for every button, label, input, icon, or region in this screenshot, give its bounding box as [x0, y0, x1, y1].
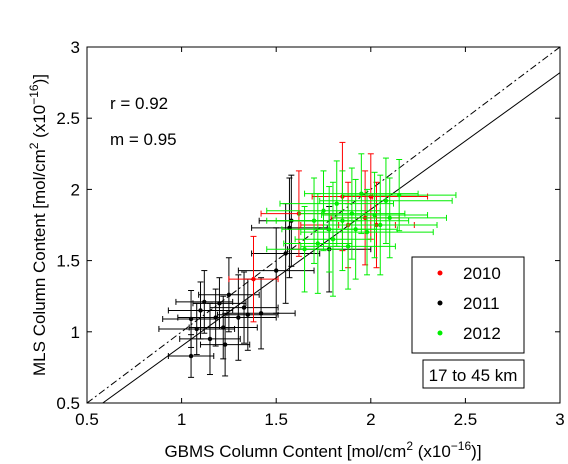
- data-point: [275, 170, 410, 272]
- series-2012: [266, 153, 457, 297]
- data-point: [313, 178, 398, 280]
- legend-label: 2010: [463, 264, 501, 283]
- data-point: [321, 171, 429, 259]
- data-point: [332, 177, 447, 259]
- legend-marker: [437, 270, 443, 276]
- data-marker: [283, 251, 288, 256]
- data-point: [179, 302, 241, 376]
- range-label-frame: [422, 359, 525, 389]
- data-point: [228, 235, 279, 323]
- legend-marker: [437, 330, 443, 336]
- data-marker: [188, 353, 194, 359]
- data-marker: [217, 301, 222, 306]
- axis-ticks: 0.5 1 1.5 2 2.5 3 0.5 1 1.5 2 2.5 3: [56, 38, 564, 429]
- data-point: [323, 174, 438, 276]
- data-marker: [241, 305, 247, 310]
- data-marker: [378, 222, 383, 228]
- data-marker: [302, 247, 307, 252]
- data-point: [200, 312, 251, 377]
- data-point: [319, 157, 453, 245]
- legend-item-2012: 2012: [437, 324, 501, 343]
- data-marker: [353, 227, 358, 232]
- data-marker: [396, 192, 402, 198]
- data-marker: [334, 201, 339, 206]
- data-marker: [372, 212, 377, 218]
- data-marker: [274, 268, 279, 273]
- data-marker: [207, 336, 213, 342]
- annotation-r: r = 0.92: [110, 94, 168, 113]
- legend-label: 2012: [463, 324, 501, 343]
- data-marker: [383, 198, 389, 203]
- annotation-m: m = 0.95: [110, 130, 177, 149]
- y-tick-label: 2.5: [56, 109, 80, 128]
- data-point: [251, 177, 328, 279]
- x-axis-label: GBMS Column Content [mol/cm2 (x10−16)]: [164, 439, 481, 461]
- legend-box: [411, 256, 525, 354]
- data-point: [300, 188, 434, 276]
- y-tick-label: 1: [71, 323, 80, 342]
- y-tick-label: 2: [71, 180, 80, 199]
- data-marker: [345, 244, 351, 249]
- range-label: 17 to 45 km: [429, 366, 518, 385]
- legend: 2010 2011 2012: [411, 256, 525, 354]
- data-point: [188, 295, 258, 360]
- data-point: [341, 158, 457, 232]
- data-point: [226, 277, 296, 350]
- data-marker: [330, 237, 336, 242]
- x-tick-label: 1.5: [264, 410, 288, 429]
- data-marker: [226, 292, 232, 297]
- data-marker: [251, 276, 256, 282]
- data-marker: [364, 229, 370, 235]
- data-marker: [258, 311, 264, 316]
- data-point: [237, 227, 315, 314]
- data-marker: [387, 215, 392, 221]
- data-point: [198, 257, 260, 333]
- data-marker: [321, 208, 326, 213]
- data-point: [298, 167, 406, 260]
- range-label-box: 17 to 45 km: [422, 359, 525, 389]
- data-marker: [236, 315, 241, 320]
- y-tick-label: 0.5: [56, 394, 80, 413]
- data-marker: [315, 241, 321, 246]
- data-point: [200, 274, 277, 361]
- x-tick-label: 0.5: [75, 410, 99, 429]
- data-point: [217, 278, 279, 351]
- x-tick-label: 2.5: [454, 410, 478, 429]
- data-marker: [198, 308, 203, 313]
- data-marker: [221, 325, 226, 330]
- y-tick-label: 1.5: [56, 252, 80, 271]
- y-axis-label: MLS Column Content [mol/cm2 (x10−16)]: [27, 74, 49, 376]
- legend-marker: [437, 300, 443, 306]
- plot-area-frame: [86, 46, 561, 404]
- data-marker: [340, 218, 345, 223]
- legend-item-2010: 2010: [437, 264, 501, 283]
- legend-item-2011: 2011: [437, 294, 500, 313]
- x-tick-label: 1: [177, 410, 186, 429]
- x-tick-label: 3: [555, 410, 564, 429]
- data-marker: [222, 342, 228, 347]
- data-point: [209, 271, 279, 344]
- data-point: [192, 277, 247, 330]
- y-tick-label: 3: [71, 38, 80, 57]
- x-tick-label: 2: [366, 410, 375, 429]
- legend-label: 2011: [463, 294, 500, 313]
